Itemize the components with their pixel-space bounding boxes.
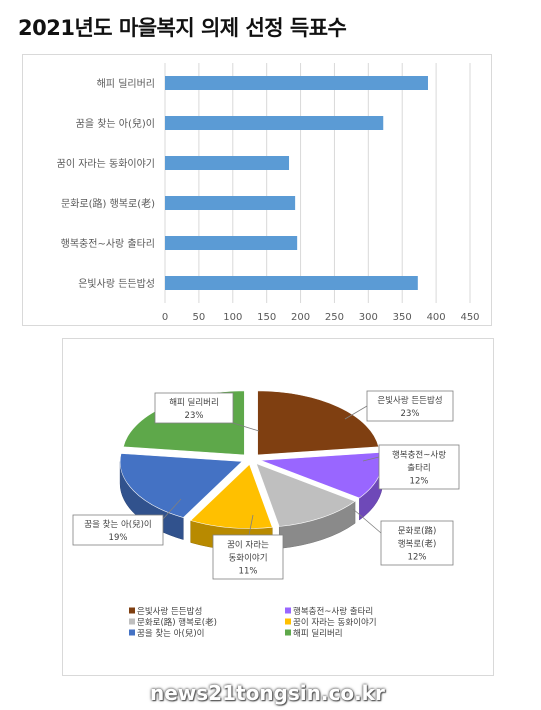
data-label-box [72, 514, 164, 546]
legend-item: 꿈을 찾는 아(兒)이 [137, 628, 204, 639]
data-label-box [378, 444, 460, 490]
leader-line [162, 498, 182, 520]
pie-slice [257, 390, 380, 456]
data-label: 은빛사랑 든든밥성 [377, 395, 442, 406]
data-label: 동화이야기 [228, 553, 267, 564]
data-label: 출타리 [407, 463, 430, 474]
pie-slice [190, 463, 273, 529]
data-label: 12% [408, 553, 427, 563]
legend-item: 행복충전~사랑 출타리 [293, 606, 373, 617]
legend-swatch [285, 607, 291, 614]
y-tick-label: 행복충전~사랑 출타리 [61, 238, 155, 250]
leader-line [232, 422, 260, 432]
x-tick-label: 250 [325, 312, 344, 323]
data-label: 11% [239, 567, 258, 577]
bar [165, 116, 384, 130]
data-label: 23% [401, 409, 420, 419]
x-tick-label: 450 [460, 312, 479, 323]
bar [165, 276, 418, 290]
y-tick-label: 문화로(路) 행복로(老) [61, 197, 155, 210]
data-label: 꿈을 찾는 아(兒)이 [84, 519, 151, 530]
legend-swatch [129, 618, 135, 625]
bar [165, 236, 298, 250]
data-label-box [366, 390, 454, 422]
pie-slice [119, 453, 243, 518]
legend-item: 해피 딜리버리 [293, 628, 343, 639]
x-tick-label: 300 [359, 312, 378, 323]
y-tick-label: 은빛사랑 든든밥성 [78, 278, 155, 290]
data-label: 23% [185, 411, 204, 421]
watermark: news21tongsin.co.kr [150, 681, 385, 705]
data-label: 문화로(路) [398, 526, 437, 537]
x-tick-label: 100 [223, 312, 242, 323]
legend-swatch [129, 607, 135, 614]
leader-line [352, 508, 382, 534]
x-tick-label: 200 [291, 312, 310, 323]
data-label: 꿈이 자라는 [227, 540, 269, 551]
x-tick-label: 0 [162, 312, 168, 323]
y-tick-label: 꿈을 찾는 아(兒)이 [76, 118, 155, 130]
bar [165, 196, 296, 210]
page-title: 2021년도 마을복지 의제 선정 득표수 [18, 16, 347, 40]
data-label: 해피 딜리버리 [169, 397, 219, 408]
legend-swatch [285, 629, 291, 636]
legend-item: 은빛사랑 든든밥성 [137, 606, 202, 617]
x-tick-label: 350 [393, 312, 412, 323]
data-label-box [212, 534, 284, 580]
y-tick-label: 해피 딜리버리 [97, 77, 155, 90]
y-tick-label: 꿈이 자라는 동화이야기 [57, 158, 155, 170]
data-label-box [380, 520, 454, 566]
pie-slice [255, 463, 356, 527]
x-tick-label: 50 [193, 312, 206, 323]
bar [165, 156, 290, 170]
data-label-box [154, 392, 234, 424]
data-label: 19% [109, 533, 128, 543]
legend-item: 꿈이 자라는 동화이야기 [293, 617, 377, 628]
x-tick-label: 150 [257, 312, 276, 323]
leader-line [362, 456, 380, 462]
data-label: 12% [410, 477, 429, 487]
legend-item: 문화로(路) 행복로(老) [137, 617, 217, 628]
data-label: 행복로(老) [398, 539, 437, 550]
data-label: 행복충전~사랑 [392, 450, 446, 461]
leader-line [344, 405, 368, 420]
legend-swatch [129, 629, 135, 636]
legend-swatch [285, 618, 291, 625]
leader-line [248, 514, 254, 536]
bar [165, 76, 428, 90]
x-tick-label: 400 [427, 312, 446, 323]
